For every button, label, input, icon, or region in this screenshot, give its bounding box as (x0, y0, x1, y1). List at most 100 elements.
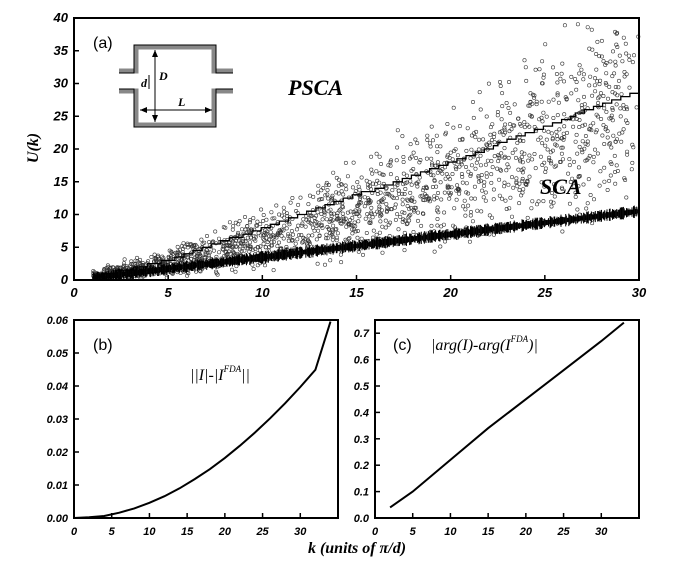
psca-point (355, 229, 360, 234)
panel-c-label: (c) (393, 337, 412, 354)
psca-point (367, 200, 372, 205)
psca-point (350, 227, 355, 232)
psca-point (378, 219, 383, 224)
psca-point (253, 238, 258, 243)
psca-point (412, 209, 417, 214)
psca-point (255, 223, 260, 228)
y-tick-label: 40 (53, 10, 69, 25)
psca-point (381, 172, 386, 177)
psca-point (487, 142, 492, 147)
psca-point (378, 214, 383, 219)
panel-a: 0 5 10 15 20 25 30 0 5 10 15 20 25 30 35 40 (a) PSCA SC… (25, 10, 647, 300)
psca-point (203, 253, 208, 258)
psca-point (470, 219, 475, 224)
psca-point (394, 176, 399, 181)
psca-point (403, 187, 408, 192)
psca-point (234, 244, 239, 249)
psca-point (556, 100, 561, 105)
psca-point (455, 183, 460, 188)
psca-point (491, 187, 496, 192)
psca-point (357, 209, 362, 214)
psca-point (514, 181, 519, 186)
psca-point (258, 222, 263, 227)
psca-point (554, 134, 559, 139)
psca-point (573, 194, 578, 199)
psca-point (575, 22, 580, 27)
psca-point (122, 261, 127, 266)
psca-point (468, 210, 473, 215)
psca-point (365, 212, 370, 217)
psca-point (442, 210, 447, 215)
psca-point (425, 198, 430, 203)
psca-point (364, 178, 369, 183)
psca-point (240, 227, 245, 232)
psca-point (293, 241, 298, 246)
psca-point (320, 217, 325, 222)
psca-point (121, 263, 126, 268)
sca-label: SCA (540, 174, 582, 199)
psca-point (415, 184, 420, 189)
psca-point (446, 174, 451, 179)
psca-point (487, 213, 492, 218)
psca-point (258, 233, 263, 238)
psca-point (607, 116, 612, 121)
psca-label: PSCA (287, 75, 343, 100)
psca-point (367, 214, 372, 219)
psca-point (506, 106, 511, 111)
psca-point (577, 125, 582, 130)
psca-point (339, 218, 344, 223)
psca-point (579, 67, 584, 72)
psca-point (243, 215, 248, 220)
psca-point (408, 212, 413, 217)
panel-a-ticks: 0 5 10 15 20 25 30 0 5 10 15 20 25 30 35 40 (53, 10, 647, 300)
y-tick-label: 35 (54, 43, 69, 58)
psca-point (462, 198, 467, 203)
psca-point (326, 183, 331, 188)
psca-point (341, 219, 346, 224)
psca-point (390, 188, 395, 193)
panel-b-curve (73, 321, 332, 519)
psca-point (610, 74, 615, 79)
psca-point (401, 182, 406, 187)
psca-point (375, 209, 380, 214)
psca-point (502, 184, 507, 189)
psca-point (404, 180, 409, 185)
psca-point (254, 223, 259, 228)
psca-point (268, 234, 273, 239)
y-tick-label: 20 (53, 141, 69, 156)
psca-point (227, 249, 232, 254)
psca-point (237, 219, 242, 224)
psca-point (233, 269, 238, 274)
psca-point (149, 255, 154, 260)
psca-point (597, 54, 602, 59)
psca-point (348, 218, 353, 223)
psca-point (186, 258, 191, 263)
psca-point (402, 218, 407, 223)
psca-point (602, 179, 607, 184)
psca-point (464, 181, 469, 186)
panel-b-label: (b) (93, 337, 113, 354)
y-tick-label: 0.02 (47, 447, 68, 459)
psca-point (429, 223, 434, 228)
psca-point (506, 80, 511, 85)
psca-point (622, 70, 627, 75)
psca-point (599, 117, 604, 122)
psca-point (350, 185, 355, 190)
psca-point (341, 216, 346, 221)
panel-a-frame (73, 17, 640, 281)
psca-point (287, 222, 292, 227)
psca-point (485, 158, 490, 163)
panel-a-label: (a) (93, 35, 113, 52)
psca-point (544, 114, 549, 119)
psca-point (616, 85, 621, 90)
psca-point (508, 110, 513, 115)
x-axis-label: k (units of π/d) (308, 540, 406, 557)
psca-point (311, 194, 316, 199)
psca-point (296, 223, 301, 228)
psca-point (506, 155, 511, 160)
psca-point (105, 263, 110, 268)
psca-point (610, 118, 615, 123)
x-tick-label: 30 (294, 526, 307, 538)
psca-point (532, 152, 537, 157)
psca-point (607, 84, 612, 89)
